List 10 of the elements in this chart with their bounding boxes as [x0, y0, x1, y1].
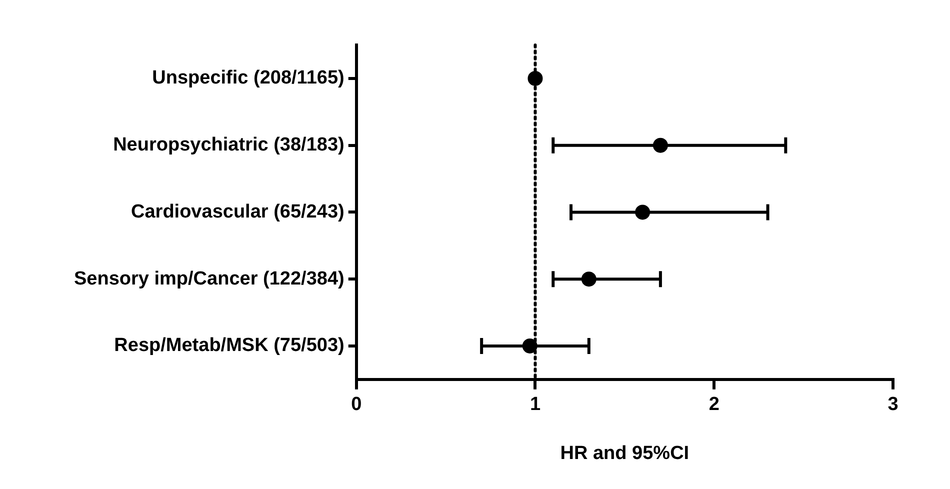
x-axis-title: HR and 95%CI: [560, 442, 690, 464]
y-tick-label: Neuropsychiatric (38/183): [113, 134, 344, 156]
x-tick-label: 1: [530, 394, 541, 416]
x-tick-label: 3: [888, 394, 898, 416]
y-tick-label: Unspecific (208/1165): [152, 68, 344, 89]
x-tick-label: 2: [708, 394, 720, 416]
y-tick-label: Cardiovascular (65/243): [131, 201, 344, 222]
x-tick-label: 0: [351, 394, 362, 416]
y-tick-label: Resp/Metab/MSK (75/503): [114, 335, 344, 356]
y-tick-label: Sensory imp/Cancer (122/384): [74, 268, 344, 290]
